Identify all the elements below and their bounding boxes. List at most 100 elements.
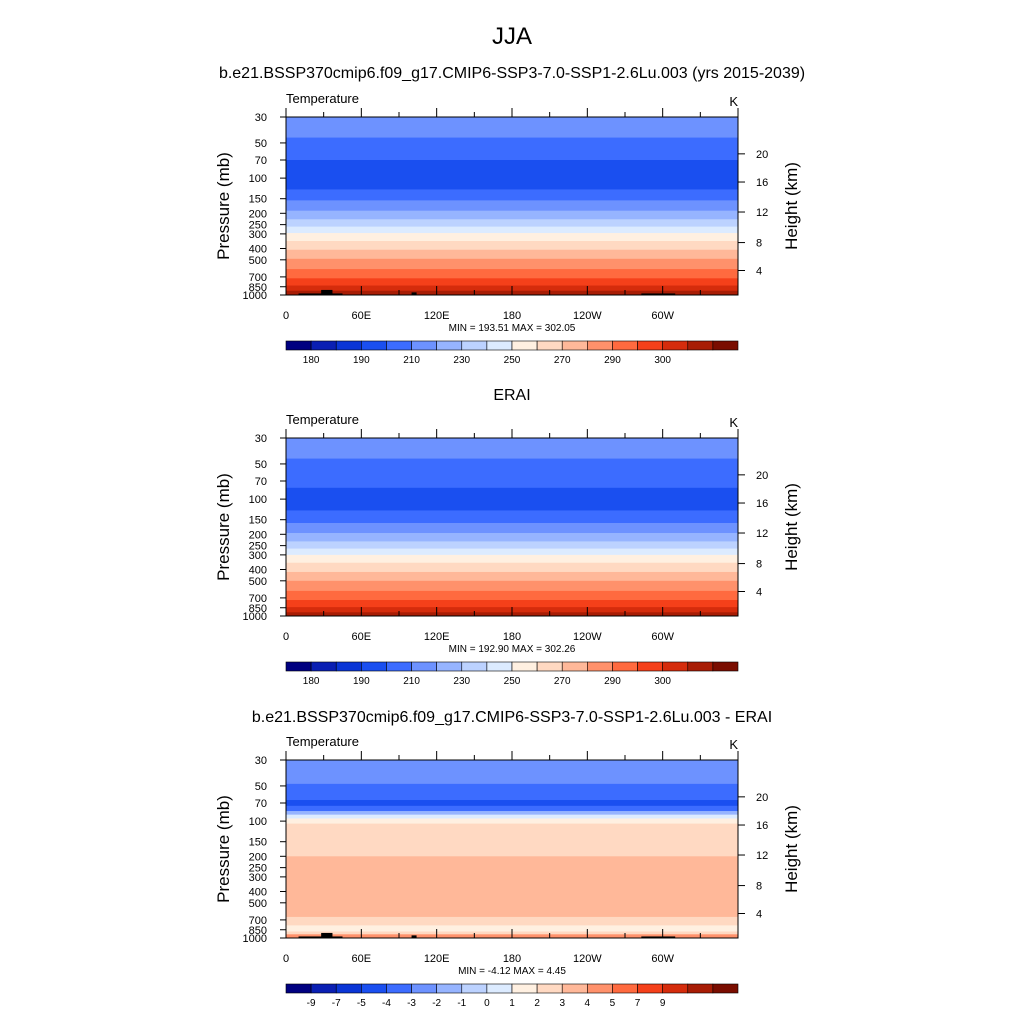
contour-band	[286, 249, 738, 260]
y-tick-label: 850	[249, 603, 267, 615]
height-tick-label: 20	[756, 149, 768, 161]
contour-band	[286, 814, 738, 820]
y-tick-label: 30	[255, 755, 267, 767]
colorbar-swatch	[511, 340, 538, 351]
contour-band	[286, 590, 738, 601]
figure-title: JJA	[492, 23, 532, 50]
height-tick-label: 12	[756, 850, 768, 862]
contour-band	[286, 562, 738, 573]
colorbar-swatch	[461, 340, 488, 351]
terrain-mask	[298, 936, 343, 938]
terrain-mask	[298, 293, 343, 295]
colorbar-label: 290	[604, 676, 621, 687]
colorbar-label: -2	[432, 998, 441, 1009]
y-tick-label: 400	[249, 243, 267, 255]
x-tick-label: 0	[283, 953, 289, 965]
colorbar-label: 230	[453, 676, 470, 687]
contour-fill	[286, 760, 738, 938]
y-axis-title: Pressure (mb)	[214, 473, 233, 581]
colorbar-swatch	[662, 340, 689, 351]
colorbar-label: 210	[403, 676, 420, 687]
y-tick-label: 250	[249, 541, 267, 553]
contour-band	[286, 580, 738, 592]
contour-band	[286, 269, 738, 279]
colorbar-label: 300	[654, 676, 671, 687]
colorbar-label: 180	[303, 676, 320, 687]
contour-band	[286, 783, 738, 801]
height-tick-label: 8	[756, 881, 762, 893]
colorbar-swatch	[712, 983, 739, 994]
contour-band	[286, 137, 738, 161]
panel-variable-label: Temperature	[286, 412, 359, 427]
colorbar-label: 5	[610, 998, 616, 1009]
colorbar-swatch	[587, 661, 613, 672]
height-tick-label: 16	[756, 498, 768, 510]
colorbar-label: 180	[303, 355, 320, 366]
height-tick-label: 4	[756, 908, 762, 920]
contour-band	[286, 210, 738, 220]
colorbar-label: 250	[504, 676, 521, 687]
x-tick-label: 120W	[573, 631, 602, 643]
contour-band	[286, 226, 738, 234]
panel-units-label: K	[729, 737, 738, 752]
y-axis-title: Pressure (mb)	[214, 152, 233, 260]
contour-band	[286, 200, 738, 212]
colorbar-swatch	[637, 661, 663, 672]
colorbar-swatch	[461, 983, 488, 994]
colorbar-label: 270	[554, 355, 571, 366]
x-tick-label: 180	[503, 953, 521, 965]
colorbar-swatch	[285, 661, 312, 672]
colorbar-label: -4	[382, 998, 391, 1009]
colorbar-label: 190	[353, 355, 370, 366]
colorbar: 180 190 210 230 250 270 290 300	[285, 340, 739, 366]
colorbar-label: 250	[504, 355, 521, 366]
x-tick-label: 60W	[651, 953, 674, 965]
contour-band	[286, 219, 738, 228]
colorbar-swatch	[461, 661, 488, 672]
terrain-mask	[321, 932, 333, 938]
colorbar-swatch	[310, 983, 337, 994]
colorbar-label: 210	[403, 355, 420, 366]
panel-units-label: K	[729, 415, 738, 430]
contour-band	[286, 925, 738, 933]
colorbar-swatch	[687, 661, 714, 672]
y-tick-label: 100	[249, 494, 267, 506]
contour-band	[286, 438, 738, 460]
y-tick-label: 150	[249, 515, 267, 527]
contour-band	[286, 548, 738, 556]
colorbar-swatch	[511, 661, 538, 672]
y-tick-label: 300	[249, 872, 267, 884]
colorbar-swatch	[335, 340, 362, 351]
terrain-mask	[411, 292, 417, 295]
y-tick-label: 150	[249, 194, 267, 206]
colorbar-swatch	[612, 983, 638, 994]
panels: b.e21.BSSP370cmip6.f09_g17.CMIP6-SSP3-7.…	[214, 65, 805, 1009]
min-max-label: MIN = 192.90 MAX = 302.26	[449, 644, 576, 655]
colorbar-swatch	[486, 983, 513, 994]
contour-band	[286, 522, 738, 534]
x-tick-label: 60W	[651, 631, 674, 643]
y-tick-label: 700	[249, 593, 267, 605]
y-tick-label: 70	[255, 155, 267, 167]
contour-band	[286, 805, 738, 812]
colorbar-swatch	[285, 340, 312, 351]
colorbar-swatch	[687, 983, 714, 994]
colorbar-swatch	[687, 340, 714, 351]
x-tick-label: 180	[503, 310, 521, 322]
contour-band	[286, 823, 738, 857]
height-tick-label: 20	[756, 792, 768, 804]
contour-band	[286, 160, 738, 191]
y-tick-label: 200	[249, 208, 267, 220]
x-tick-label: 180	[503, 631, 521, 643]
contour-band	[286, 800, 738, 807]
colorbar-swatch	[310, 661, 337, 672]
height-tick-label: 16	[756, 820, 768, 832]
contour-band	[286, 117, 738, 139]
y-tick-label: 1000	[243, 611, 267, 623]
y-tick-label: 500	[249, 255, 267, 267]
x-tick-label: 0	[283, 310, 289, 322]
colorbar-swatch	[662, 661, 689, 672]
contour-fill	[286, 117, 738, 295]
colorbar-swatch	[511, 983, 538, 994]
colorbar-label: 7	[635, 998, 641, 1009]
